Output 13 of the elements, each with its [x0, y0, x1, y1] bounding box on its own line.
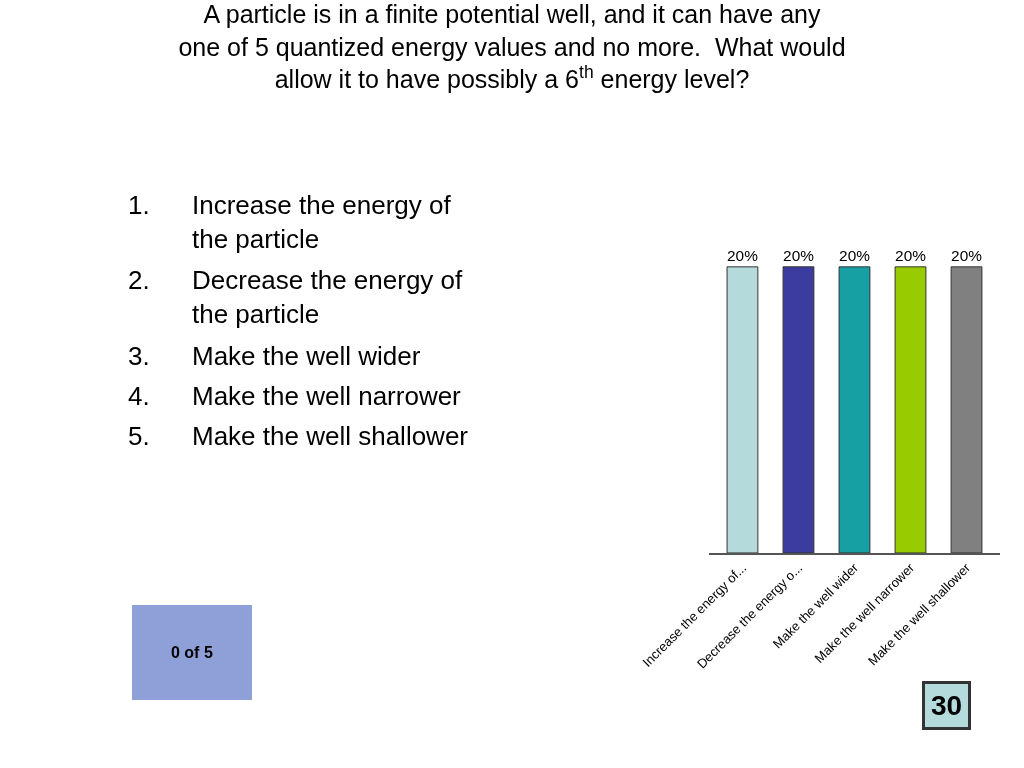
text: 3. Make the well wider [128, 341, 421, 371]
chart-title: A particle is in a finite potential well, and it can have any one of 5 quantized energy values and no more. What would allow it to have possibly a 6$^{th}$ energy level? [178, 0, 846, 94]
data-label: 20% [895, 246, 927, 264]
data-label: 20% [839, 246, 871, 264]
data-label: 20% [783, 246, 815, 264]
text: 1. Increase the energy of the particle [128, 190, 451, 254]
text: 0 of 5 [171, 644, 213, 661]
data-label: 20% [951, 246, 983, 264]
data-label: 20% [727, 246, 759, 264]
text: 4. Make the well narrower [128, 381, 461, 411]
text: 2. Decrease the energy of the particle [128, 265, 463, 329]
text: 5. Make the well shallower [128, 421, 469, 451]
text: 30 [931, 690, 963, 721]
